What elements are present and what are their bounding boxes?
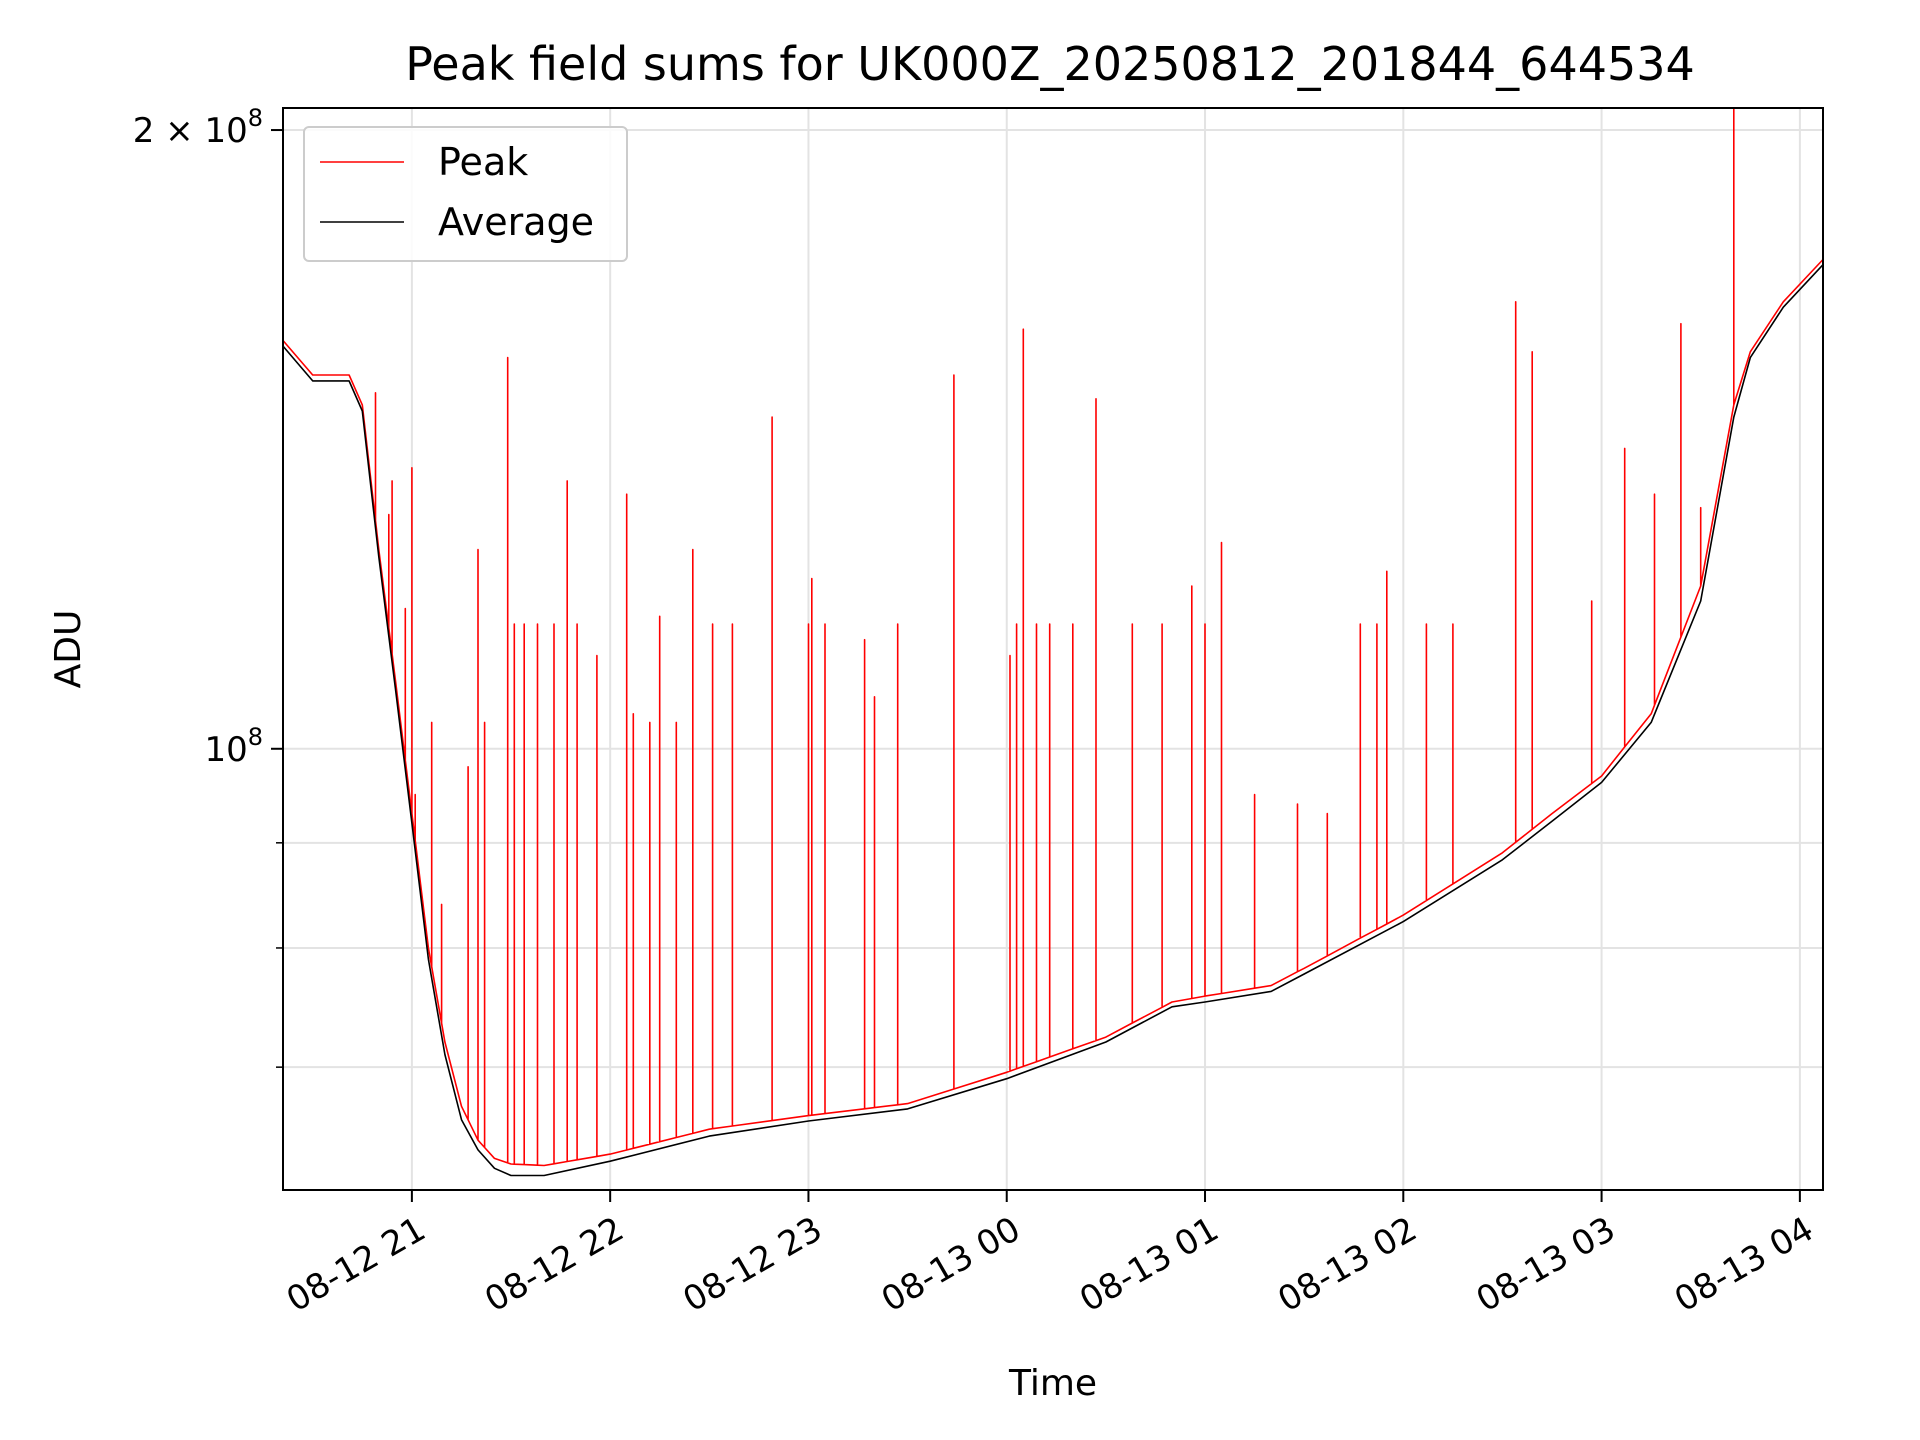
y-axis: 108 2 × 108	[133, 104, 283, 1068]
y-tick-label: 2 × 108	[133, 104, 263, 151]
legend-label-average: Average	[438, 200, 594, 244]
x-axis-label: Time	[1008, 1363, 1097, 1404]
series-line-average	[282, 264, 1824, 1177]
series-layer	[282, 107, 1824, 1177]
y-tick-label: 108	[204, 723, 263, 770]
plot-frame	[282, 107, 1824, 1191]
y-axis-label: ADU	[48, 610, 89, 689]
legend-label-peak: Peak	[438, 140, 528, 184]
series-line-peak	[282, 107, 1824, 1167]
legend-box	[303, 126, 628, 262]
chart-title: Peak field sums for UK000Z_20250812_2018…	[405, 37, 1695, 91]
legend: Peak Average	[303, 126, 628, 262]
